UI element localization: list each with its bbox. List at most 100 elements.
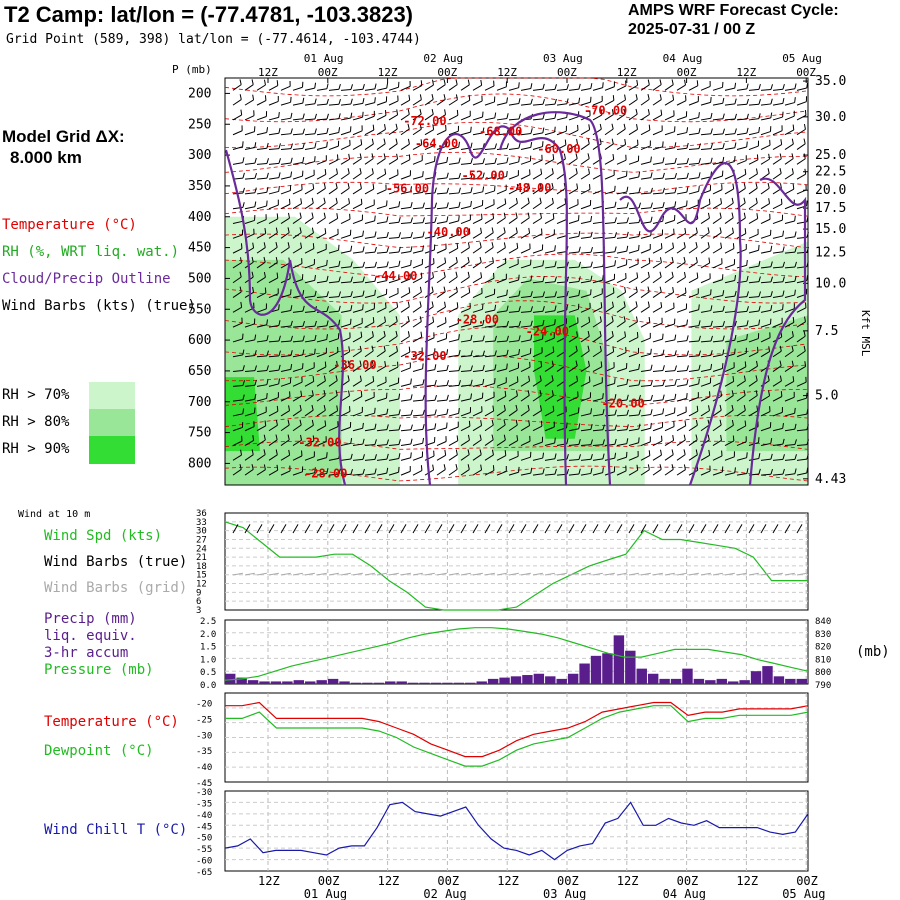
- wind-barb-flag: [662, 394, 665, 400]
- wind-barb-shaft: [604, 278, 615, 284]
- wind-barb-shaft: [400, 367, 411, 372]
- wind-barb: [628, 202, 641, 210]
- date-tick-label-bottom: 02 Aug: [423, 887, 466, 900]
- wind-barb-flag: [446, 202, 449, 208]
- wind-barb: [244, 242, 255, 254]
- wind-barb: [316, 83, 329, 91]
- wind-barb: [724, 197, 734, 210]
- wind-barb-flag: [731, 404, 734, 411]
- wind-barb-flag: [251, 271, 254, 278]
- wind-barb-flag: [372, 124, 375, 131]
- wind-barb-flag: [602, 453, 605, 459]
- wind-barb: [400, 273, 411, 284]
- wind-barb-flag: [239, 94, 242, 100]
- wind-barb-shaft: [436, 207, 447, 210]
- wind-barb-shaft: [448, 146, 459, 151]
- wind-barb: [580, 289, 592, 299]
- wind-barb: [484, 350, 497, 358]
- wind-barb: [496, 171, 508, 180]
- wind-barb-flag: [566, 453, 569, 460]
- wind10m-ytick: 12: [196, 580, 207, 590]
- wind-barb: [352, 125, 363, 136]
- wind-barb-shaft: [388, 382, 399, 387]
- wind-barb: [424, 332, 435, 343]
- barb-shaft: [280, 524, 287, 534]
- wind-barb-flag: [626, 202, 629, 208]
- wind-barb-flag: [806, 467, 809, 474]
- wind-barb-flag: [542, 98, 545, 105]
- wind-barb: [532, 347, 543, 358]
- wind-barb-shaft: [496, 232, 506, 239]
- wind-barb-flag: [517, 450, 519, 457]
- wind-barb-flag: [432, 79, 434, 86]
- wind-barb-flag: [782, 422, 784, 429]
- wind-barb: [568, 303, 580, 313]
- wind-barb-flag: [371, 360, 374, 367]
- wind-barb-flag: [757, 228, 759, 235]
- barb-shaft: [460, 524, 467, 534]
- wind-barb-shaft: [724, 118, 736, 121]
- wind-barb-shaft: [244, 412, 255, 417]
- wind-barb-shaft: [748, 187, 758, 195]
- wind-barb-flag: [360, 198, 363, 205]
- wind-barb-flag: [421, 347, 423, 353]
- wind-barb: [256, 406, 267, 417]
- wind-barb-flag: [398, 393, 401, 400]
- wind-barb-flag: [263, 242, 266, 248]
- wind-barb-shaft: [568, 473, 579, 476]
- wind-barb-shaft: [340, 173, 350, 180]
- wind-barb: [664, 126, 676, 136]
- wind-barb: [292, 434, 302, 446]
- temperature-contour-label: -32.00: [298, 435, 341, 449]
- wind-barb-flag: [254, 201, 257, 207]
- precip-bar: [305, 681, 316, 684]
- wind-barb: [688, 242, 698, 254]
- date-tick-label-top: 03 Aug: [543, 52, 583, 65]
- wind-barb-flag: [494, 364, 497, 370]
- wind-barb: [748, 228, 759, 239]
- wind-barb-flag: [386, 216, 389, 222]
- wind-barb-shaft: [316, 366, 327, 372]
- wind-barb-flag: [638, 394, 641, 401]
- wind-barb: [244, 318, 256, 328]
- wind-barb: [760, 168, 770, 180]
- wind-barb-flag: [337, 421, 339, 427]
- wind-barb-shaft: [760, 473, 772, 476]
- wind-barb-shaft: [328, 118, 339, 121]
- wind-barb-shaft: [616, 143, 626, 150]
- wind-barb-shaft: [652, 322, 663, 328]
- wind-barb-shaft: [748, 218, 758, 224]
- wind-barb-shaft: [520, 132, 531, 136]
- wind-barb-flag: [517, 362, 520, 369]
- wind-barb-shaft: [784, 129, 795, 136]
- wind-barb-shaft: [352, 473, 364, 476]
- wind-barb-flag: [503, 212, 506, 219]
- wind-barb-flag: [481, 213, 483, 220]
- wind-barb-shaft: [568, 336, 578, 343]
- wind-barb: [772, 168, 782, 180]
- wind-barb: [580, 316, 591, 328]
- wind-barb: [532, 361, 543, 372]
- wind10m-barb-grid: [328, 572, 339, 576]
- wind10m-barb-true: [256, 524, 263, 534]
- wind-barb: [340, 126, 352, 136]
- wind-barb-shaft: [616, 429, 627, 432]
- wind-barb-flag: [554, 437, 556, 444]
- wind-barb-flag: [746, 306, 749, 312]
- wind-barb: [508, 183, 519, 195]
- wind-barb-flag: [710, 305, 713, 311]
- wind-barb: [580, 453, 593, 461]
- wind-barb-flag: [566, 290, 569, 297]
- wind-barb-shaft: [376, 101, 387, 106]
- barb-shaft: [544, 572, 555, 576]
- wind-barb-shaft: [676, 425, 686, 432]
- wind-barb-flag: [554, 276, 557, 282]
- wind-barb-flag: [528, 375, 531, 382]
- wind-barb-flag: [636, 464, 639, 471]
- wind-barb: [604, 452, 617, 461]
- wind-barb-shaft: [364, 350, 374, 358]
- wind-barb-shaft: [676, 370, 687, 373]
- wind-barb-flag: [719, 404, 722, 411]
- wind-barb-flag: [504, 257, 507, 264]
- wind-barb-shaft: [568, 88, 579, 91]
